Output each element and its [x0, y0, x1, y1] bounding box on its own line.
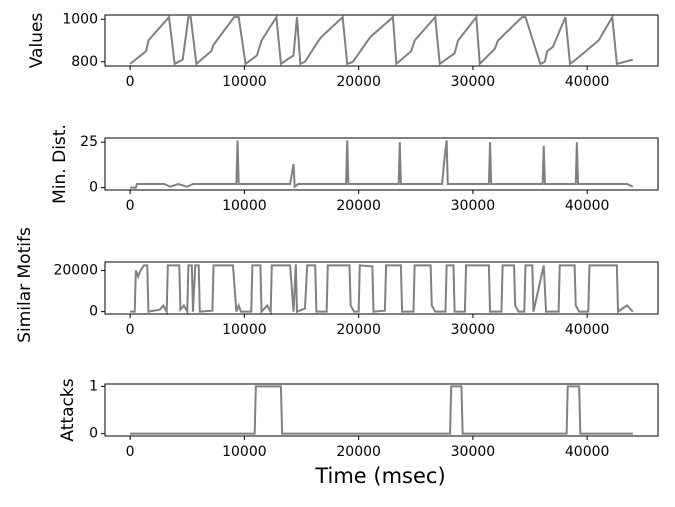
x-tick-label: 0: [126, 74, 135, 90]
x-tick-label: 20000: [336, 74, 381, 90]
data-line: [129, 13, 634, 67]
y-tick-label: 0: [89, 426, 98, 442]
y-tick-label: 20000: [53, 263, 98, 279]
x-tick-label: 0: [126, 198, 135, 214]
x-tick-label: 0: [126, 444, 135, 460]
x-tick-label: 10000: [222, 198, 267, 214]
data-line: [130, 140, 634, 189]
axes-frame: [104, 261, 659, 315]
y-axis-label: Values: [27, 13, 47, 69]
x-tick-label: 40000: [565, 198, 610, 214]
y-tick-label: 1: [89, 378, 98, 394]
x-tick-label: 40000: [565, 444, 610, 460]
x-tick-label: 10000: [222, 74, 267, 90]
y-tick-label: 0: [89, 180, 98, 196]
y-tick-label: 1000: [62, 11, 98, 27]
y-tick-label: 800: [71, 54, 98, 70]
x-tick-label: 30000: [451, 322, 496, 338]
x-tick-label: 20000: [336, 444, 381, 460]
x-tick-label: 20000: [336, 198, 381, 214]
x-tick-label: 0: [126, 322, 135, 338]
axes-frame: [104, 137, 659, 191]
x-tick-label: 30000: [451, 74, 496, 90]
y-axis-label: Min. Dist.: [50, 124, 70, 204]
x-tick-label: 10000: [222, 322, 267, 338]
x-tick-label: 40000: [565, 322, 610, 338]
x-tick-label: 40000: [565, 74, 610, 90]
x-tick-label: 20000: [336, 322, 381, 338]
data-line: [130, 264, 634, 316]
x-axis-label: Time (msec): [314, 464, 445, 488]
x-tick-label: 10000: [222, 444, 267, 460]
y-tick-label: 25: [80, 134, 98, 150]
axes-frame: [104, 14, 659, 67]
axes-frame: [104, 383, 659, 437]
data-line: [130, 385, 633, 435]
y-axis-label: Similar Motifs: [15, 227, 35, 343]
y-tick-label: 0: [89, 304, 98, 320]
x-tick-label: 30000: [451, 444, 496, 460]
x-tick-label: 30000: [451, 198, 496, 214]
y-axis-label: Attacks: [58, 378, 78, 441]
